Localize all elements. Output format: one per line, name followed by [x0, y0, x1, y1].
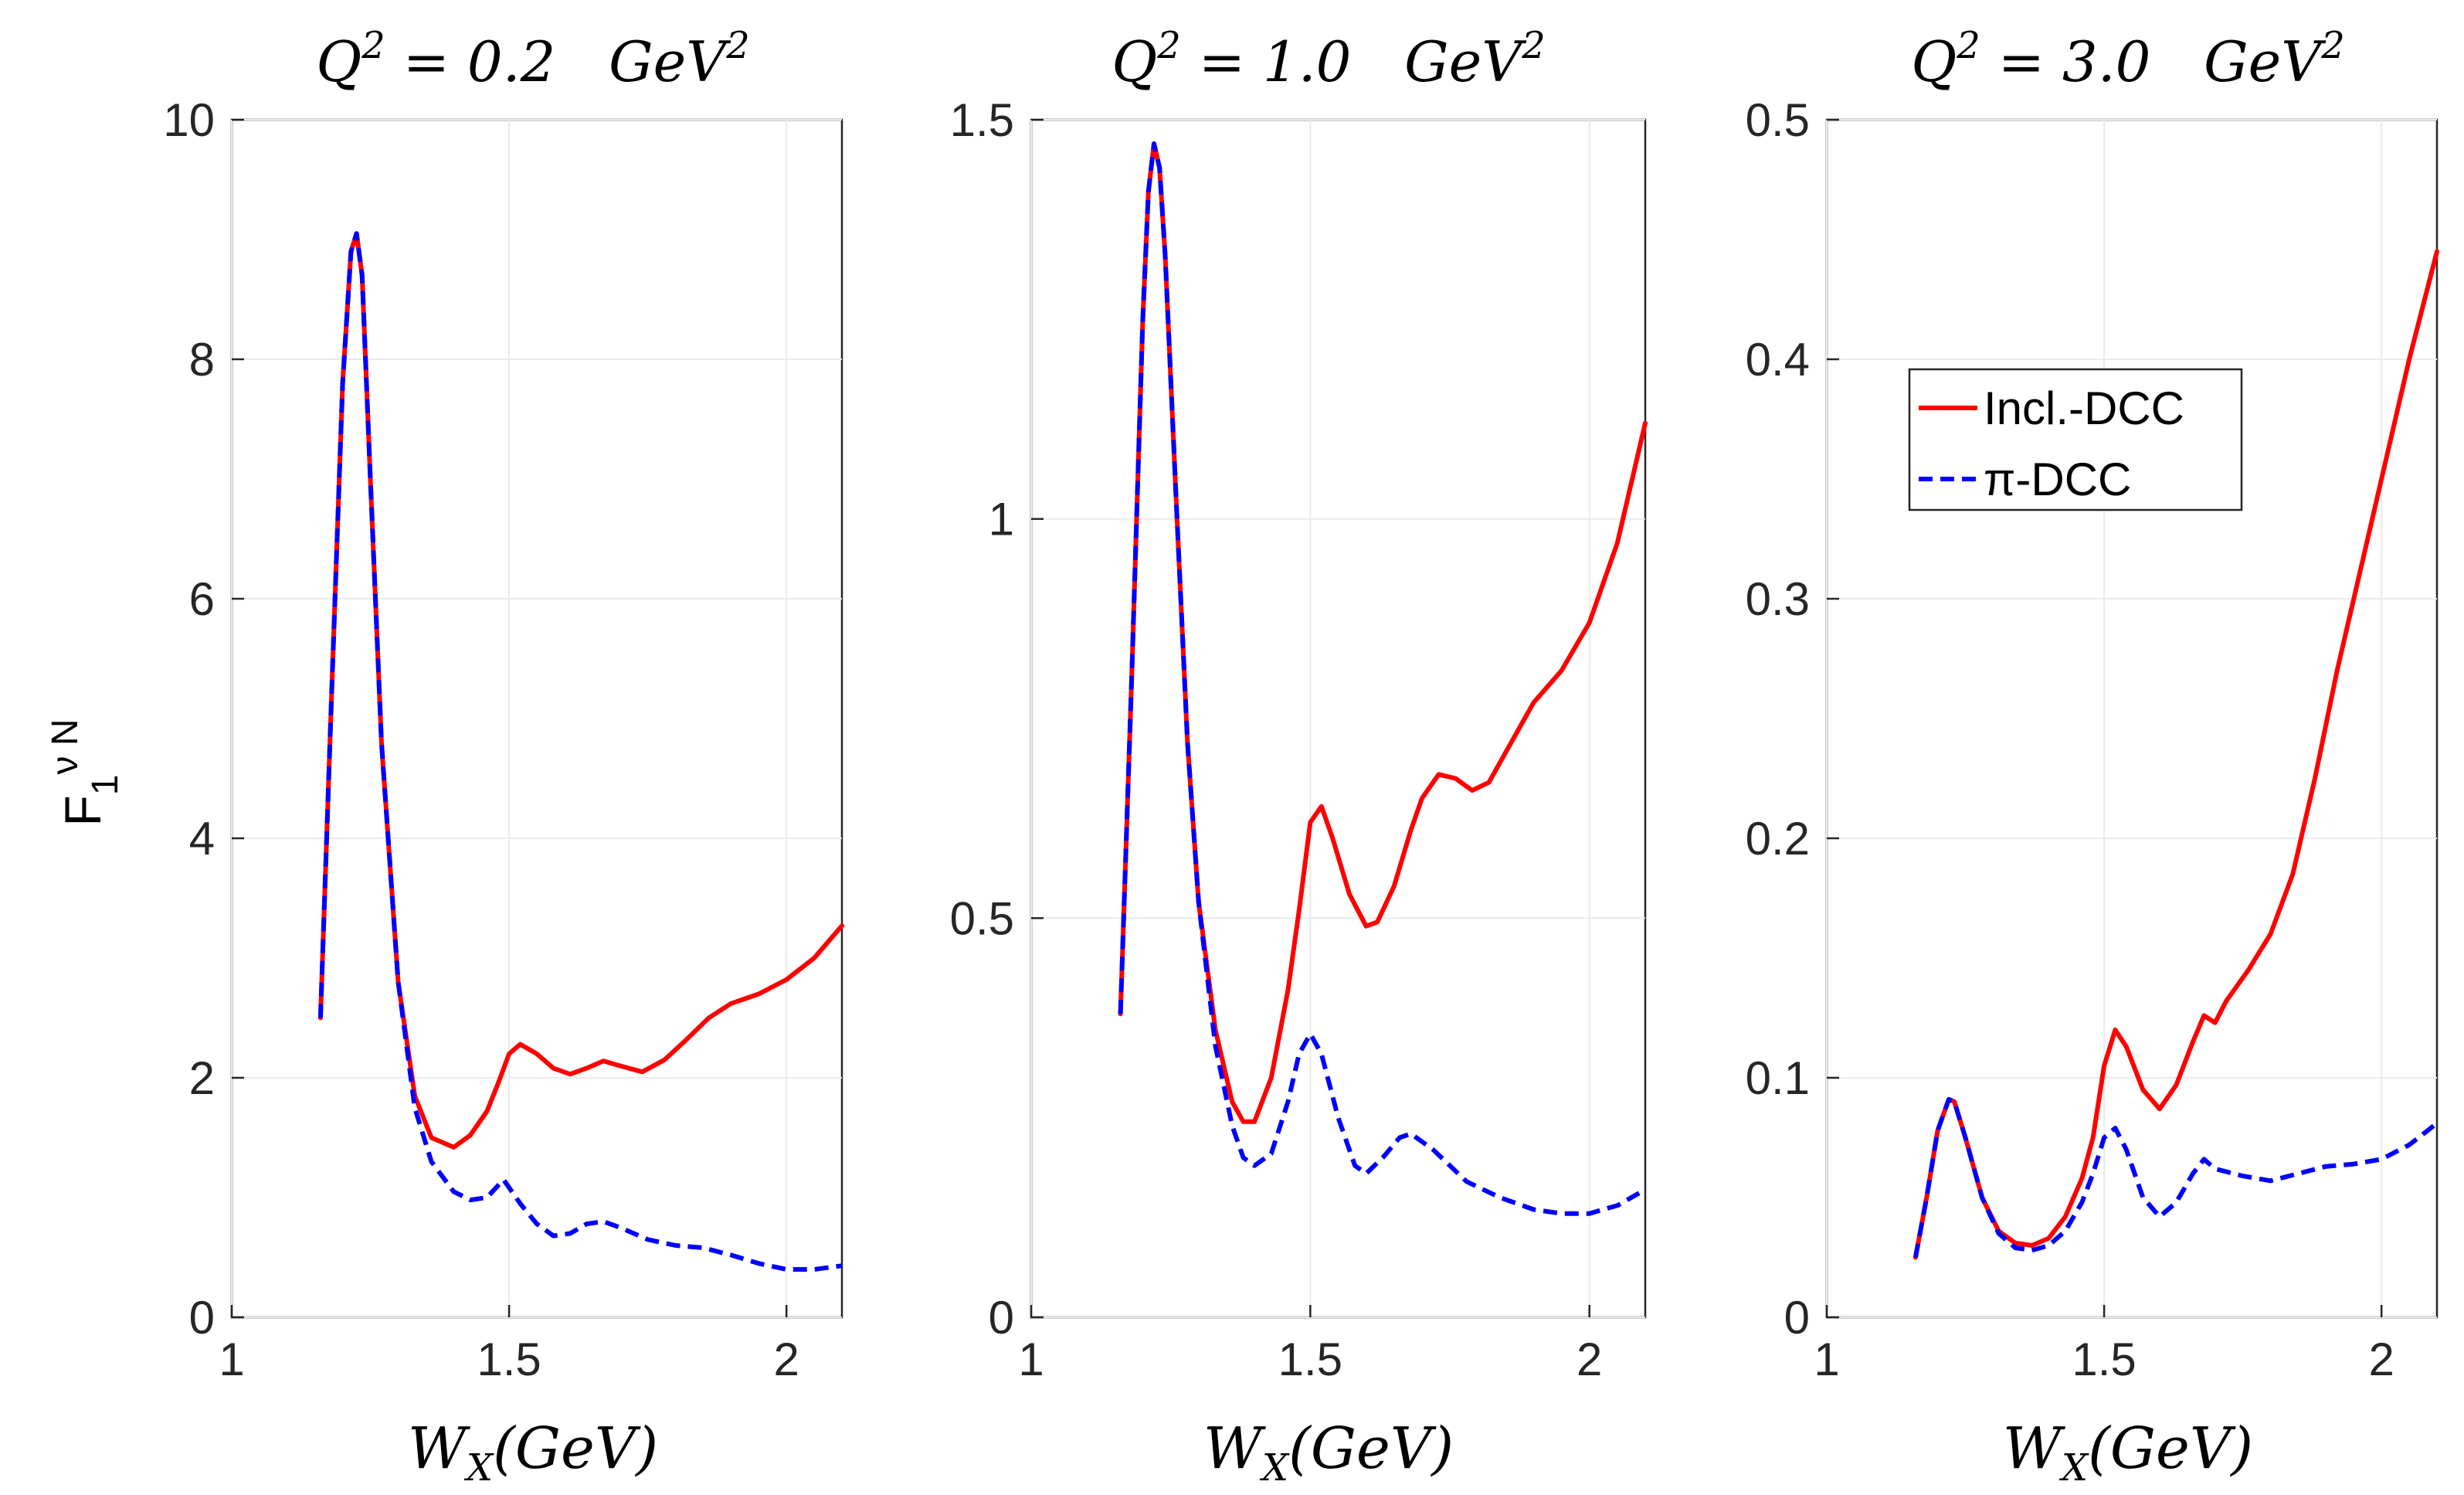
- x-tick-label: 2: [2368, 1334, 2394, 1385]
- y-tick-label: 0.3: [1746, 573, 1810, 625]
- grid-lines: [1030, 119, 1645, 1318]
- y-tick-label: 8: [189, 334, 215, 386]
- legend-label-incl-dcc: Incl.-DCC: [1984, 382, 2184, 434]
- panel-q2-3.0: 1 1.5 2 0 0.1 0.2 0.3 0.4 0.5 Q2 = 3.0 GeV2 WX(G…: [1746, 24, 2439, 1490]
- series-line-incl-dcc: [317, 231, 844, 1150]
- grid-lines: [1826, 119, 2437, 1318]
- series-lines: [1118, 141, 1648, 1216]
- x-axis-label: WX(GeV): [2003, 1415, 2253, 1490]
- y-tick-label: 0.5: [950, 892, 1014, 944]
- x-tick-label: 1: [1814, 1334, 1839, 1385]
- series-line-pi-dcc: [1912, 1096, 2439, 1259]
- panel-q2-1.0: 1 1.5 2 0 0.5 1 1.5 Q2 = 1.0 GeV2 WX(GeV): [950, 24, 1648, 1490]
- x-tick-label: 1: [1018, 1334, 1044, 1385]
- x-axis-label: WX(GeV): [1203, 1415, 1454, 1490]
- y-tick-label: 2: [189, 1052, 215, 1104]
- ticks: 1 1.5 2 0 0.5 1 1.5: [950, 94, 1603, 1385]
- y-tick-label: 0.5: [1746, 94, 1810, 146]
- axes-box: [1825, 118, 2439, 1319]
- x-tick-label: 1.5: [2072, 1334, 2136, 1385]
- panel-title: Q2 = 3.0 GeV2: [1911, 24, 2345, 94]
- series-line-pi-dcc: [1118, 141, 1647, 1216]
- y-axis-label: F1ν N: [45, 719, 126, 826]
- axes-box: [1030, 118, 1647, 1319]
- y-tick-label: 6: [189, 573, 215, 625]
- x-tick-label: 2: [1576, 1334, 1602, 1385]
- y-tick-label: 10: [163, 94, 215, 146]
- ticks: 1 1.5 2 0 0.1 0.2 0.3 0.4 0.5: [1746, 94, 2394, 1385]
- legend: Incl.-DCC π-DCC: [1908, 368, 2243, 511]
- x-tick-label: 1: [219, 1334, 244, 1385]
- series-line-incl-dcc: [1118, 141, 1648, 1124]
- y-tick-label: 0: [189, 1292, 215, 1344]
- y-tick-label: 1.5: [950, 94, 1014, 146]
- legend-label-pi-dcc: π-DCC: [1984, 454, 2131, 505]
- series-lines: [317, 231, 844, 1272]
- y-tick-label: 0.2: [1746, 813, 1810, 865]
- y-tick-label: 0: [989, 1292, 1014, 1344]
- x-axis-label: WX(GeV): [408, 1415, 658, 1490]
- x-tick-label: 2: [773, 1334, 799, 1385]
- y-tick-label: 0: [1784, 1292, 1810, 1344]
- ticks: 1 1.5 2 0 2 4 6 8 10: [163, 94, 799, 1385]
- x-tick-label: 1.5: [1278, 1334, 1342, 1385]
- series-line-pi-dcc: [317, 231, 843, 1272]
- legend-box: [1908, 368, 2243, 511]
- y-tick-label: 0.4: [1746, 334, 1810, 386]
- panel-title: Q2 = 0.2 GeV2: [316, 24, 750, 94]
- series-lines: [1912, 249, 2439, 1260]
- y-tick-label: 0.1: [1746, 1052, 1810, 1104]
- panel-q2-0.2: 1 1.5 2 0 2 4 6 8 10 Q2 = 0.2 GeV2 WX(GeV) F1ν N: [45, 24, 844, 1490]
- y-tick-label: 1: [989, 494, 1014, 545]
- axes-box: [230, 118, 843, 1319]
- panel-title: Q2 = 1.0 GeV2: [1112, 24, 1546, 94]
- x-tick-label: 1.5: [477, 1334, 541, 1385]
- y-tick-label: 4: [189, 813, 215, 865]
